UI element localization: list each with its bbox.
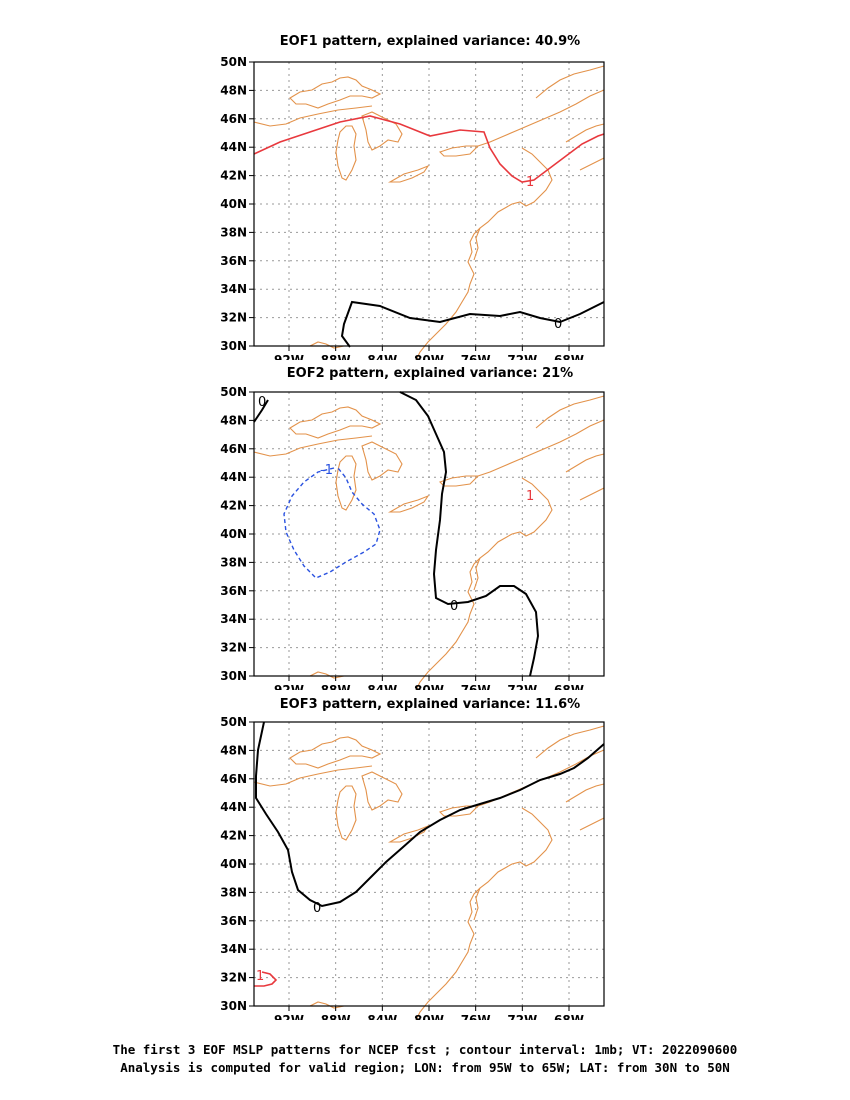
contour-negative-1: [283, 467, 381, 579]
y-tick-label: 42N: [220, 499, 247, 513]
y-tick-label: 36N: [220, 914, 247, 928]
y-tick-label: 30N: [220, 669, 247, 683]
contours: [253, 391, 540, 677]
coastlines: [253, 65, 605, 360]
y-tick-label: 30N: [220, 999, 247, 1013]
x-axis-ticks: 92W 88W 84W 80W 76W 72W 68W: [274, 676, 584, 690]
contour-zero-main: [399, 391, 540, 677]
panel-1-title: EOF1 pattern, explained variance: 40.9%: [279, 34, 581, 49]
y-axis-ticks: 30N 32N 34N 36N 38N 40N 42N 44N 46N 48N 50N: [220, 55, 254, 353]
y-tick-label: 36N: [220, 584, 247, 598]
x-tick-label: 88W: [321, 1013, 351, 1020]
x-tick-label: 72W: [507, 683, 537, 690]
y-tick-label: 32N: [220, 641, 247, 655]
caption-line-2: Analysis is computed for valid region; L…: [120, 1060, 730, 1075]
x-tick-label: 92W: [274, 353, 304, 360]
y-tick-label: 42N: [220, 169, 247, 183]
x-tick-label: 68W: [554, 353, 584, 360]
y-tick-label: 50N: [220, 715, 247, 729]
contour-label: 0: [258, 395, 266, 410]
y-tick-label: 30N: [220, 339, 247, 353]
panel-3-title: EOF3 pattern, explained variance: 11.6%: [279, 697, 581, 712]
x-tick-label: 68W: [554, 683, 584, 690]
contours: [254, 721, 605, 987]
y-tick-label: 48N: [220, 83, 247, 97]
y-tick-label: 44N: [220, 800, 247, 814]
contour-label: 1: [526, 489, 534, 504]
contour-positive-1: [253, 115, 605, 183]
y-tick-label: 34N: [220, 282, 247, 296]
y-tick-label: 44N: [220, 470, 247, 484]
contour-label: -1: [320, 463, 333, 478]
caption-line-1: The first 3 EOF MSLP patterns for NCEP f…: [112, 1042, 738, 1057]
x-tick-label: 88W: [321, 353, 351, 360]
panel-3-map: 0 1 92W 88W 84W 80W 76W 72W 68W 30N 32N 34N 36N 38…: [220, 715, 605, 1020]
y-tick-label: 50N: [220, 55, 247, 69]
y-tick-label: 40N: [220, 197, 247, 211]
panel-1-map: 1 0 92W 88W 84W 80W 76W 72W 68W 30N 32N 34N 36N 38…: [220, 55, 605, 360]
x-tick-label: 72W: [507, 353, 537, 360]
y-tick-label: 38N: [220, 225, 247, 239]
x-axis-ticks: 92W 88W 84W 80W 76W 72W 68W: [274, 346, 584, 360]
x-tick-label: 72W: [507, 1013, 537, 1020]
contour-positive-1: [254, 971, 278, 987]
y-tick-label: 48N: [220, 413, 247, 427]
y-tick-label: 48N: [220, 743, 247, 757]
contour-label: 0: [450, 599, 458, 614]
panel-2-title: EOF2 pattern, explained variance: 21%: [286, 366, 574, 381]
grid: [254, 62, 604, 346]
x-tick-label: 84W: [367, 1013, 397, 1020]
contour-zero: [340, 300, 605, 348]
y-tick-label: 46N: [220, 772, 247, 786]
y-tick-label: 50N: [220, 385, 247, 399]
x-tick-label: 80W: [414, 353, 444, 360]
contour-label: 0: [313, 901, 321, 916]
contour-zero-nw: [253, 399, 269, 423]
x-tick-label: 68W: [554, 1013, 584, 1020]
contour-label: 1: [526, 175, 534, 190]
y-tick-label: 36N: [220, 254, 247, 268]
x-tick-label: 76W: [461, 1013, 491, 1020]
y-tick-label: 40N: [220, 527, 247, 541]
contour-zero: [255, 721, 605, 908]
grid: [254, 722, 604, 1006]
y-tick-label: 38N: [220, 885, 247, 899]
y-tick-label: 40N: [220, 857, 247, 871]
x-tick-label: 80W: [414, 1013, 444, 1020]
x-tick-label: 88W: [321, 683, 351, 690]
y-tick-label: 46N: [220, 442, 247, 456]
y-tick-label: 32N: [220, 971, 247, 985]
coastlines: [253, 395, 605, 690]
contour-label: 1: [256, 969, 264, 984]
x-tick-label: 84W: [367, 683, 397, 690]
y-tick-label: 44N: [220, 140, 247, 154]
y-tick-label: 34N: [220, 942, 247, 956]
figure-caption: The first 3 EOF MSLP patterns for NCEP f…: [0, 1041, 850, 1077]
x-tick-label: 92W: [274, 683, 304, 690]
contour-label: 0: [554, 317, 562, 332]
y-tick-label: 38N: [220, 555, 247, 569]
x-tick-label: 84W: [367, 353, 397, 360]
y-axis-ticks: 30N 32N 34N 36N 38N 40N 42N 44N 46N 48N 50N: [220, 385, 254, 683]
y-tick-label: 42N: [220, 829, 247, 843]
x-axis-ticks: 92W 88W 84W 80W 76W 72W 68W: [274, 1006, 584, 1020]
contours: [253, 115, 605, 348]
x-tick-label: 80W: [414, 683, 444, 690]
x-tick-label: 76W: [461, 353, 491, 360]
y-axis-ticks: 30N 32N 34N 36N 38N 40N 42N 44N 46N 48N 50N: [220, 715, 254, 1013]
x-tick-label: 92W: [274, 1013, 304, 1020]
y-tick-label: 32N: [220, 311, 247, 325]
x-tick-label: 76W: [461, 683, 491, 690]
panel-2-map: 0 -1 1 0 92W 88W 84W 80W 76W 72W 68W 30N 32N 34N…: [220, 385, 605, 690]
y-tick-label: 46N: [220, 112, 247, 126]
y-tick-label: 34N: [220, 612, 247, 626]
